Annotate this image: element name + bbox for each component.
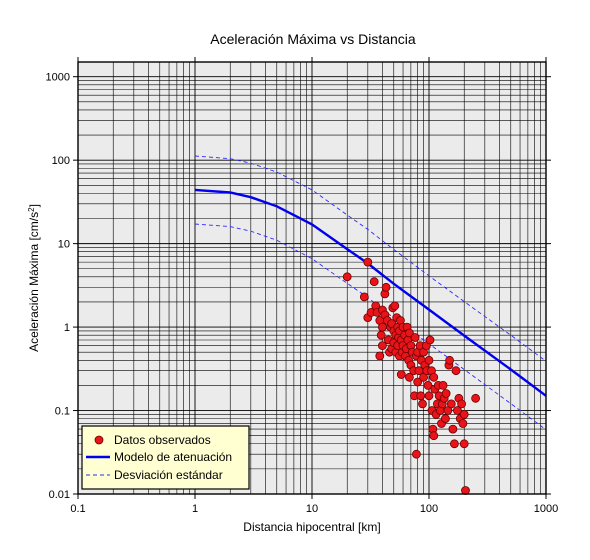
- y-tick-labels: 0.01 0.1 1 10 100 1000: [46, 72, 70, 501]
- data-point: [438, 380, 448, 390]
- y-axis-label: Aceleración Máxima [cm/s2]: [27, 204, 41, 352]
- data-point: [425, 335, 435, 345]
- axis-ticks: [73, 57, 551, 499]
- dashed-lines: [194, 155, 547, 431]
- data-point: [390, 301, 400, 311]
- x-tick-label: 0.1: [70, 503, 85, 515]
- data-point: [404, 328, 414, 338]
- data-point: [457, 399, 467, 409]
- model-curve: [194, 188, 547, 397]
- y-tick-label: 0.01: [49, 489, 70, 501]
- model-line: [194, 188, 547, 397]
- legend-label-observed: Datos observados: [114, 433, 211, 447]
- data-point: [363, 257, 373, 267]
- data-point: [376, 330, 386, 340]
- legend-marker-observed: [94, 435, 104, 445]
- y-axis-label-close: ]: [27, 204, 41, 207]
- data-point: [342, 272, 352, 282]
- y-tick-label: 10: [58, 239, 70, 251]
- data-point: [452, 406, 462, 415]
- data-point: [424, 391, 434, 401]
- data-point: [381, 282, 391, 292]
- data-point: [416, 391, 426, 401]
- x-tick-label: 1000: [534, 503, 558, 515]
- y-tick-label: 100: [52, 155, 70, 167]
- deviation-curve: [194, 155, 547, 362]
- x-tick-labels: 0.1 1 10 100 1000: [70, 503, 558, 515]
- data-point: [375, 351, 385, 361]
- data-point: [410, 333, 420, 342]
- y-axis-label-superscript: 2: [27, 207, 36, 212]
- data-points: [342, 257, 481, 495]
- data-point: [424, 355, 434, 365]
- data-point: [459, 439, 469, 449]
- data-point: [461, 486, 470, 495]
- legend-label-deviation: Desviación estándar: [114, 468, 223, 482]
- data-point: [459, 409, 469, 419]
- grid-lines: [78, 62, 546, 494]
- data-point: [377, 341, 387, 351]
- data-point: [458, 419, 468, 428]
- data-point: [448, 424, 458, 434]
- data-point: [423, 380, 433, 390]
- data-point: [418, 399, 427, 409]
- data-point: [446, 399, 456, 409]
- legend-label-model: Modelo de atenuación: [114, 450, 232, 464]
- x-axis-label: Distancia hipocentral [km]: [243, 520, 380, 534]
- data-point: [471, 393, 481, 403]
- x-tick-label: 1: [192, 503, 198, 515]
- data-point: [429, 372, 439, 382]
- data-point: [411, 449, 421, 459]
- data-point: [451, 366, 461, 376]
- y-tick-label: 0.1: [55, 406, 70, 418]
- y-axis-label-text: Aceleración Máxima [cm/s: [27, 212, 41, 352]
- data-point: [404, 372, 414, 382]
- data-point: [359, 292, 369, 302]
- x-tick-label: 100: [420, 503, 438, 515]
- chart-title: Aceleración Máxima vs Distancia: [210, 31, 416, 47]
- data-point: [413, 377, 423, 387]
- data-point: [445, 355, 455, 365]
- legend: Datos observados Modelo de atenuación De…: [81, 425, 250, 490]
- data-point: [441, 389, 451, 398]
- data-point: [429, 431, 439, 441]
- data-point: [440, 414, 450, 424]
- x-tick-label: 10: [306, 503, 318, 515]
- data-point: [369, 277, 379, 287]
- y-tick-label: 1000: [46, 72, 70, 84]
- deviation-curve: [194, 223, 547, 431]
- data-point: [396, 370, 406, 379]
- y-tick-label: 1: [64, 322, 70, 334]
- data-point: [449, 439, 459, 449]
